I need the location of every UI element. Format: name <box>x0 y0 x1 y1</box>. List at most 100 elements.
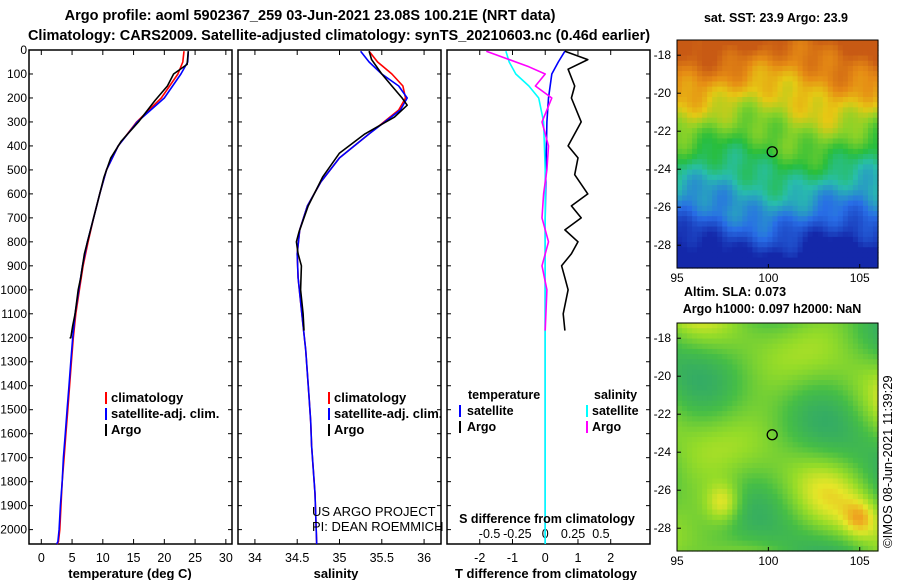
map-cell <box>712 185 718 191</box>
map-cell <box>677 540 683 547</box>
map-cell <box>742 91 748 98</box>
map-cell <box>862 159 869 165</box>
map-cell <box>712 468 718 474</box>
map-cell <box>752 390 759 397</box>
map-cell <box>797 97 804 103</box>
map-cell <box>817 257 824 264</box>
map-cell <box>802 494 809 500</box>
map-cell <box>727 211 733 217</box>
map-cell <box>792 164 799 171</box>
map-cell <box>682 252 688 259</box>
map-cell <box>727 338 733 345</box>
map-cell <box>812 478 819 485</box>
map-cell <box>712 247 718 254</box>
map-cell <box>852 416 859 423</box>
map-cell <box>762 262 769 269</box>
map-cell <box>737 257 743 264</box>
map-cell <box>822 519 829 526</box>
map-cell <box>782 488 789 495</box>
map-cell <box>872 530 879 537</box>
map-cell <box>847 333 854 340</box>
map-cell <box>832 216 839 222</box>
map-cell <box>832 333 839 340</box>
map-cell <box>777 447 784 454</box>
map-cell <box>787 364 794 371</box>
map-cell <box>872 354 879 360</box>
map-cell <box>777 148 784 155</box>
map-cell <box>747 437 753 443</box>
map-cell <box>792 221 799 228</box>
map-cell <box>827 416 834 423</box>
map-cell <box>692 442 698 448</box>
map-cell <box>797 452 804 459</box>
map-cell <box>827 86 834 93</box>
map-cell <box>687 452 693 459</box>
map-cell <box>797 242 804 248</box>
map-cell <box>782 262 789 269</box>
map-cell <box>727 462 733 469</box>
map-cell <box>757 338 764 345</box>
map-cell <box>682 148 688 155</box>
map-cell <box>842 462 849 469</box>
map-cell <box>687 97 693 103</box>
map-cell <box>842 60 849 67</box>
map-cell <box>707 216 713 222</box>
map-cell <box>782 164 789 171</box>
map-cell <box>802 323 809 329</box>
map-cell <box>747 86 753 93</box>
map-cell <box>772 40 779 46</box>
map-cell <box>742 195 748 202</box>
map-cell <box>737 354 743 360</box>
map-cell <box>807 211 814 217</box>
map-cell <box>812 86 819 93</box>
map-cell <box>822 148 829 155</box>
map-cell <box>687 380 693 386</box>
map-cell <box>707 390 713 397</box>
map-cell <box>857 40 864 46</box>
map-cell <box>717 488 723 495</box>
map-cell <box>802 540 809 547</box>
map-cell <box>682 262 688 269</box>
map-cell <box>692 174 698 181</box>
map-cell <box>837 411 844 417</box>
map-cell <box>782 128 789 134</box>
map-cell <box>802 216 809 222</box>
map-cell <box>812 452 819 459</box>
map-cell <box>777 457 784 464</box>
map-cell <box>682 154 688 160</box>
map-cell <box>862 519 869 526</box>
map-cell <box>747 519 753 526</box>
map-cell <box>752 478 759 485</box>
map-cell <box>807 405 814 412</box>
map-cell <box>747 164 753 171</box>
map-cell <box>682 426 688 433</box>
map-cell <box>787 179 794 186</box>
map-cell <box>702 91 708 98</box>
map-cell <box>777 45 784 51</box>
map-cell <box>707 122 713 129</box>
map-cell <box>822 190 829 197</box>
map-cell <box>727 437 733 443</box>
map-cell <box>712 257 718 264</box>
map-cell <box>692 457 698 464</box>
map-cell <box>812 190 819 197</box>
map-cell <box>692 405 698 412</box>
map-cell <box>827 122 834 129</box>
title-line-1: Argo profile: aoml 5902367_259 03-Jun-20… <box>65 8 556 24</box>
map-cell <box>822 262 829 269</box>
map-cell <box>812 333 819 340</box>
map-cell <box>712 369 718 376</box>
map-cell <box>827 499 834 505</box>
map-cell <box>847 421 854 428</box>
map-cell <box>682 494 688 500</box>
map-cell <box>837 226 844 233</box>
map-cell <box>827 333 834 340</box>
map-cell <box>842 143 849 150</box>
map-cell <box>852 205 859 212</box>
map-cell <box>737 457 743 464</box>
map-cell <box>867 499 874 505</box>
map-cell <box>807 468 814 474</box>
map-cell <box>817 369 824 376</box>
map-cell <box>702 385 708 391</box>
map-cell <box>707 117 713 124</box>
